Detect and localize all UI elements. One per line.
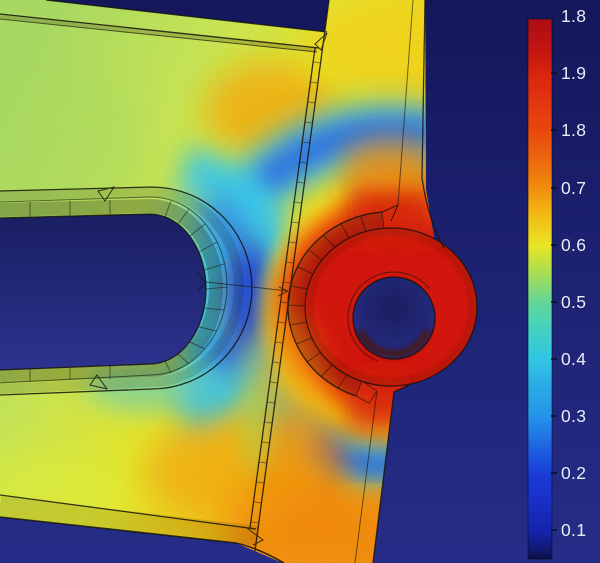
colorbar-tick-label: 0.4: [561, 349, 586, 369]
colorbar-gradient: [527, 18, 553, 560]
colorbar-tick-label: 1.8: [561, 120, 586, 140]
colorbar-tick-label: 0.5: [561, 292, 586, 312]
mesh-edge-lines: [0, 0, 478, 563]
slot-rim-lines: [0, 186, 289, 396]
slot-rim-ticks: [29, 200, 228, 382]
colorbar-tick-label: 1.8: [561, 6, 586, 26]
colorbar-tick-label: 0.2: [561, 463, 586, 483]
seam-mesh-ticks: [250, 61, 322, 524]
boss-rim-ticks: [287, 211, 385, 397]
seam-lines: [249, 0, 330, 552]
plate-edge-lines: [0, 0, 328, 563]
boss-rim-lines: [287, 204, 478, 397]
bolt-hole-void: [353, 277, 435, 359]
slot-hole-void: [0, 214, 206, 370]
colorbar-labels: 1.8 1.9 1.8 0.7 0.6 0.5 0.4 0.3 0.2 0.1: [561, 6, 586, 540]
colorbar-tick-label: 0.6: [561, 235, 586, 255]
colorbar-tick-label: 0.3: [561, 406, 586, 426]
colorbar-ticks: [551, 72, 557, 531]
colorbar-tick-label: 0.1: [561, 520, 586, 540]
colorbar-tick-label: 1.9: [561, 63, 586, 83]
colorbar-tick-label: 0.7: [561, 178, 586, 198]
colorbar: 1.8 1.9 1.8 0.7 0.6 0.5 0.4 0.3 0.2 0.1: [527, 6, 586, 560]
bolt-hole-lines: [347, 271, 436, 362]
